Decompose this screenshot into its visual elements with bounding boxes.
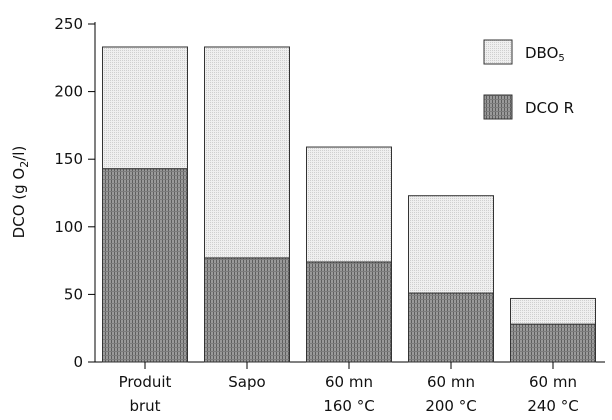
x-tick-label: 160 °C (323, 397, 374, 415)
x-tick-label-group: Produit brut Sapo 60 mn 160 °C 60 mn 200 °C 60 … (119, 362, 579, 415)
x-tick-label: 60 mn (529, 373, 577, 391)
x-tick-label: 60 mn (427, 373, 475, 391)
x-tick-label: Produit (119, 373, 172, 391)
x-tick-label: 60 mn (325, 373, 373, 391)
y-tick-label: 100 (54, 218, 83, 236)
bar-segment-dco-r (204, 257, 290, 363)
bar-segment-dco-r (306, 261, 392, 363)
legend-label: DCO R (525, 99, 574, 117)
y-tick-label: 50 (64, 285, 83, 303)
bar-segment-dbo5 (102, 46, 188, 170)
y-tick-label: 200 (54, 83, 83, 101)
x-tick-label: Sapo (228, 373, 265, 391)
legend: DBO5 DCO R (483, 39, 574, 120)
y-axis-label: DCO (g O2/l) (10, 146, 31, 239)
y-tick-label: 150 (54, 150, 83, 168)
bar-segment-dbo5 (408, 195, 494, 294)
legend-swatch (483, 94, 513, 120)
bar-group (102, 46, 596, 363)
y-tick-group: 0 50 100 150 200 250 (54, 15, 95, 371)
x-tick-label: 240 °C (527, 397, 578, 415)
bar-segment-dco-r (510, 323, 596, 363)
bar-segment-dbo5 (204, 46, 290, 259)
bar-segment-dbo5 (306, 146, 392, 263)
y-tick-label: 0 (73, 353, 83, 371)
bar-segment-dco-r (408, 292, 494, 363)
legend-label: DBO5 (525, 44, 565, 64)
bar-segment-dbo5 (510, 297, 596, 325)
bar-segment-dco-r (102, 168, 188, 363)
y-tick-label: 250 (54, 15, 83, 33)
x-tick-label: brut (129, 397, 160, 415)
x-tick-label: 200 °C (425, 397, 476, 415)
legend-swatch (483, 39, 513, 65)
